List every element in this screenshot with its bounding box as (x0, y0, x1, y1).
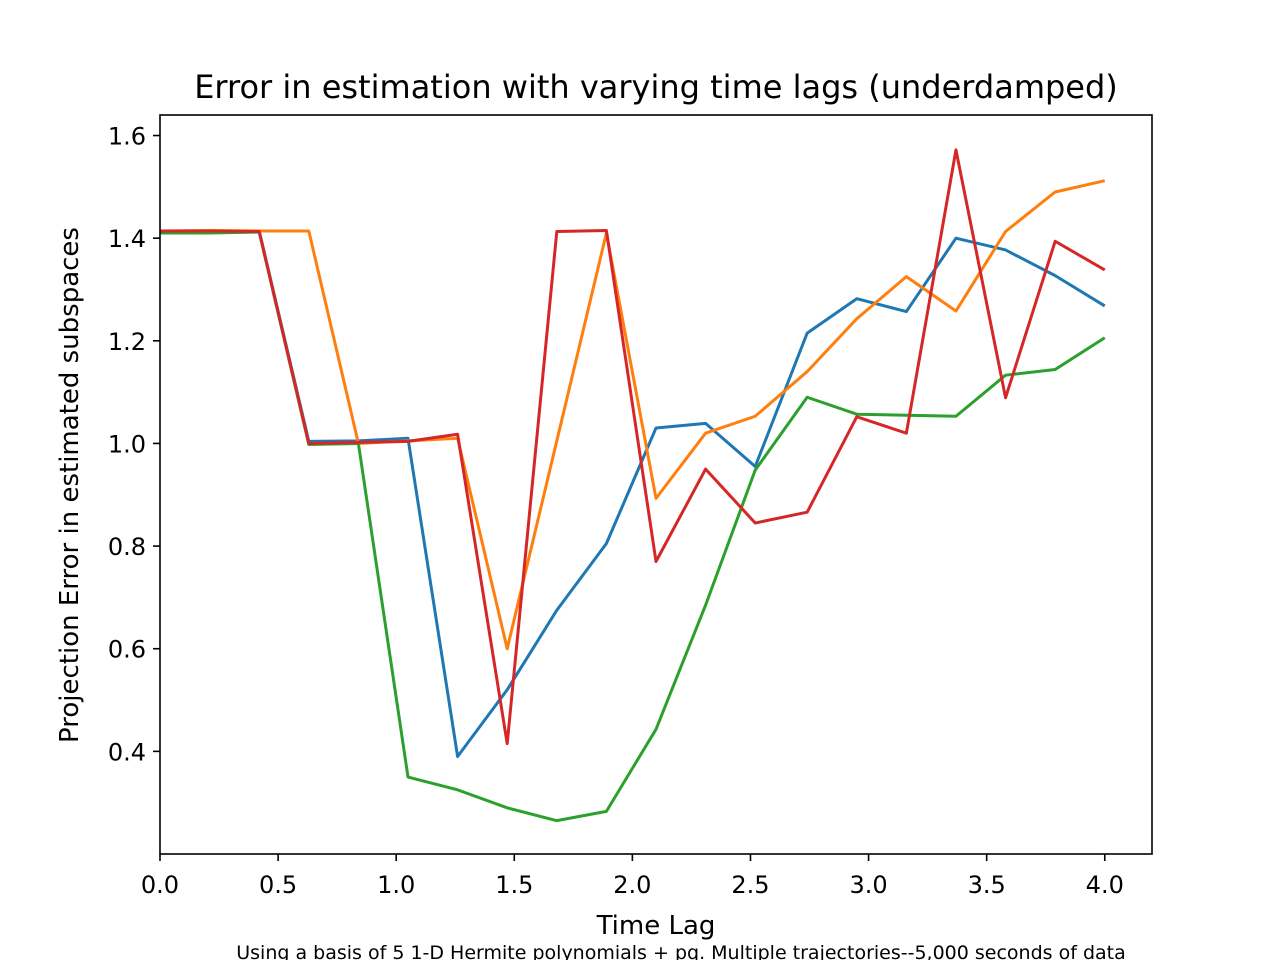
x-tick-label: 2.0 (613, 871, 651, 899)
series-line-4 (160, 148, 1106, 746)
y-tick-label: 0.8 (108, 533, 146, 561)
y-tick-label: 0.4 (108, 738, 146, 766)
x-tick-label: 2.5 (731, 871, 769, 899)
x-tick-label: 1.5 (495, 871, 533, 899)
y-tick-label: 1.6 (108, 123, 146, 151)
x-axis-ticks: 0.0 0.5 1.0 1.5 2.0 2.5 3.0 3.5 4.0 (141, 854, 1124, 899)
x-tick-label: 0.5 (259, 871, 297, 899)
x-tick-label: 3.0 (849, 871, 887, 899)
y-axis-label: Projection Error in estimated subspaces (55, 227, 85, 743)
y-tick-label: 0.6 (108, 636, 146, 664)
x-tick-label: 1.0 (377, 871, 415, 899)
series-line-1 (160, 229, 1106, 758)
y-tick-label: 1.0 (108, 430, 146, 458)
chart-title: Error in estimation with varying time la… (194, 68, 1118, 106)
x-tick-label: 0.0 (141, 871, 179, 899)
x-axis-label: Time Lag (596, 911, 716, 941)
x-tick-label: 3.5 (968, 871, 1006, 899)
series-line-3 (160, 230, 1106, 823)
plot-lines (159, 148, 1106, 823)
plot-frame (159, 114, 1153, 855)
series-line-2 (159, 179, 1106, 651)
y-axis-ticks: 0.4 0.6 0.8 1.0 1.2 1.4 1.6 (108, 123, 160, 766)
y-tick-label: 1.4 (108, 225, 146, 253)
y-tick-label: 1.2 (108, 328, 146, 356)
x-tick-label: 4.0 (1086, 871, 1124, 899)
chart-caption: Using a basis of 5 1-D Hermite polynomia… (236, 942, 1126, 960)
